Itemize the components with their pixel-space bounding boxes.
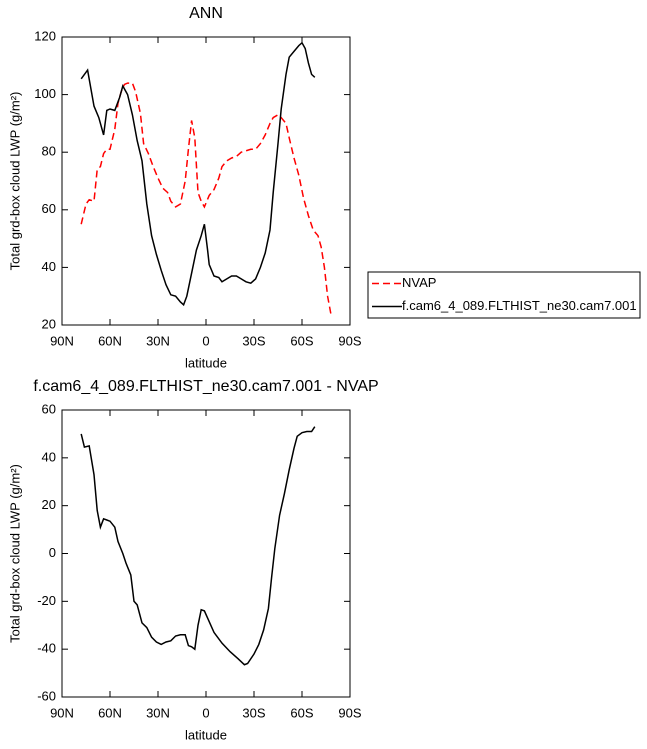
x-tick-label: 30N [146, 705, 170, 720]
x-tick-label: 0 [202, 333, 209, 348]
plot-frame [61, 409, 351, 698]
data-line [80, 82, 332, 314]
y-tick-label: 0 [49, 545, 56, 560]
x-tick-label: 60S [290, 705, 313, 720]
y-tick-label: 80 [42, 144, 56, 159]
y-tick-label: 20 [42, 316, 56, 331]
x-tick-label: 30S [242, 705, 265, 720]
data-line [80, 41, 316, 307]
y-tick-label: 120 [34, 28, 56, 43]
x-tick-label: 60N [98, 705, 122, 720]
data-line [80, 426, 316, 666]
legend-label: f.cam6_4_089.FLTHIST_ne30.cam7.001 [402, 298, 637, 313]
x-tick-label: 90N [50, 333, 74, 348]
y-tick-label: 40 [42, 449, 56, 464]
y-tick-label: 20 [42, 497, 56, 512]
x-tick-label: 60N [98, 333, 122, 348]
x-tick-label: 30S [242, 333, 265, 348]
y-tick-label: -20 [37, 593, 56, 608]
y-axis-label: Total grd-box cloud LWP (g/m²) [7, 92, 22, 271]
legend-box [367, 271, 641, 319]
plot-frame [61, 36, 351, 326]
y-tick-label: 60 [42, 401, 56, 416]
x-tick-label: 30N [146, 333, 170, 348]
x-tick-label: 90S [338, 705, 361, 720]
y-tick-label: 40 [42, 259, 56, 274]
x-tick-label: 60S [290, 333, 313, 348]
legend-label: NVAP [402, 275, 436, 290]
x-tick-label: 90S [338, 333, 361, 348]
y-tick-label: -60 [37, 688, 56, 703]
y-axis-label: Total grd-box cloud LWP (g/m²) [7, 464, 22, 643]
y-tick-label: -40 [37, 641, 56, 656]
x-axis-label: latitude [185, 355, 227, 370]
x-tick-label: 90N [50, 705, 74, 720]
chart-title: f.cam6_4_089.FLTHIST_ne30.cam7.001 - NVA… [33, 378, 378, 395]
chart-title: ANN [189, 5, 223, 22]
y-tick-label: 60 [42, 201, 56, 216]
x-tick-label: 0 [202, 705, 209, 720]
x-axis-label: latitude [185, 727, 227, 742]
y-tick-label: 100 [34, 86, 56, 101]
